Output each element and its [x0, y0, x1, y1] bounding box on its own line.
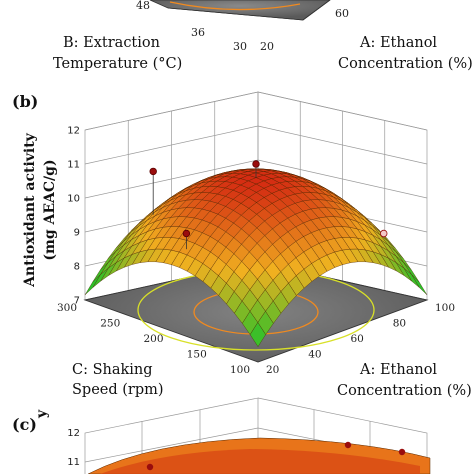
a-x-tick-60: 60: [335, 7, 349, 20]
b-x-tick-40: 40: [308, 349, 321, 361]
panel-b-surface: [84, 168, 428, 348]
c-z-tick-11: 11: [67, 457, 80, 468]
b-zlabel-line2: (mg AEAC/g): [42, 159, 58, 260]
b-z-tick-11: 11: [67, 160, 80, 171]
design-point: [252, 160, 260, 168]
a-xlabel-line1: A: Ethanol: [359, 35, 437, 51]
a-y-tick-36: 36: [191, 26, 205, 39]
b-z-tick-8: 8: [74, 262, 80, 273]
a-y-tick-30: 30: [233, 40, 247, 53]
design-point: [182, 229, 191, 238]
a-ylabel-line1: B: Extraction: [63, 35, 160, 51]
c-point-3: [146, 463, 154, 471]
a-xlabel-line2: Concentration (%): [338, 56, 473, 72]
b-ylabel-line1: C: Shaking: [72, 362, 153, 378]
b-x-tick-20: 20: [266, 364, 279, 376]
a-y-tick-48: 48: [136, 0, 150, 12]
b-z-tick-12: 12: [67, 126, 80, 137]
b-y-tick-250: 250: [100, 318, 120, 330]
b-z-tick-9: 9: [74, 228, 80, 239]
panel-c-label: (c): [12, 415, 37, 434]
design-point: [380, 229, 388, 238]
panel-b-points: [149, 160, 388, 250]
panel-a: 48 36 30 20 60 B: Extraction Temperature…: [53, 0, 473, 72]
surface-cell: [411, 274, 428, 296]
b-ylabel-line2: Speed (rpm): [72, 382, 164, 398]
c-z-tick-12: 12: [67, 428, 80, 439]
c-zlabel-partial: y: [34, 409, 50, 419]
b-y-tick-150: 150: [187, 349, 207, 361]
b-xlabel-line1: A: Ethanol: [359, 362, 437, 378]
surface-cell: [249, 322, 266, 348]
panel-b-z-axis: 7 8 9 10 11 12: [67, 126, 80, 307]
b-x-tick-60: 60: [351, 333, 364, 345]
b-xlabel-line2: Concentration (%): [337, 383, 472, 399]
b-y-tick-300: 300: [57, 302, 77, 314]
surface-cell: [84, 274, 101, 296]
c-point-1: [344, 441, 352, 449]
b-y-tick-100: 100: [230, 364, 250, 376]
panel-a-contour: [169, 1, 301, 11]
panel-a-surface: [149, 0, 331, 21]
b-x-tick-100: 100: [435, 302, 455, 314]
b-x-tick-80: 80: [393, 318, 406, 330]
a-ylabel-line2: Temperature (°C): [53, 56, 182, 72]
design-point: [149, 167, 157, 176]
b-zlabel-line1: Antioxidant activity: [22, 132, 38, 288]
b-z-tick-10: 10: [67, 194, 80, 205]
panel-c: (c) 12 11 y: [12, 397, 431, 474]
b-z-tick-7: 7: [74, 296, 80, 307]
a-x-tick-20: 20: [260, 40, 274, 53]
panel-b: (b) 7 8 9 10 11 12 20 40 60 80 100 100 150 200 250 300…: [12, 91, 472, 399]
b-y-tick-200: 200: [143, 333, 163, 345]
panel-b-label: (b): [12, 92, 38, 111]
c-point-2: [398, 448, 406, 456]
